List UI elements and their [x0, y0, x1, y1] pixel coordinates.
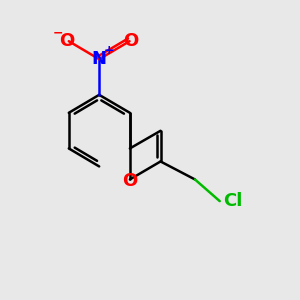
Text: O: O [60, 32, 75, 50]
Text: −: − [53, 26, 63, 39]
Text: N: N [92, 50, 107, 68]
Text: +: + [103, 44, 114, 57]
Text: O: O [122, 172, 137, 190]
Text: O: O [124, 32, 139, 50]
Text: Cl: Cl [224, 192, 243, 210]
